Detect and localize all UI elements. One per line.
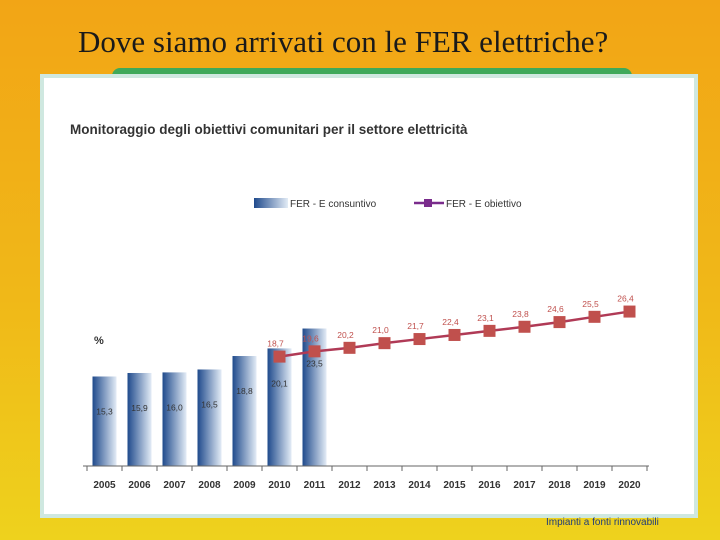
bar-label-2009: 18,8	[236, 386, 253, 396]
x-tick-label-2020: 2020	[618, 480, 641, 491]
target-marker-2014	[413, 333, 426, 346]
bar-label-2010: 20,1	[271, 378, 288, 388]
bar-2006	[127, 372, 152, 466]
target-marker-2020	[623, 305, 636, 318]
x-tick-label-2010: 2010	[268, 480, 291, 491]
target-marker-2011	[308, 345, 321, 358]
x-tick-label-2013: 2013	[373, 480, 396, 491]
footer-caption: Impianti a fonti rinnovabili	[546, 517, 659, 528]
bar-2007	[162, 372, 187, 466]
target-label-2010: 18,7	[267, 339, 284, 349]
chart-figure: Monitoraggio degli obiettivi comunitari …	[40, 74, 698, 518]
x-axis: 2005 2006 2007 2008 2009 2010 2011 2012 2013 2014…	[83, 465, 649, 491]
target-label-2013: 21,0	[372, 325, 389, 335]
x-tick-label-2005: 2005	[93, 480, 116, 491]
target-marker-2012	[343, 341, 356, 354]
bar-label-2011: 23,5	[306, 359, 323, 369]
x-tick-label-2019: 2019	[583, 480, 606, 491]
target-marker-2016	[483, 324, 496, 337]
legend-marker-swatch	[424, 199, 432, 207]
bar-label-2008: 16,5	[201, 399, 218, 409]
legend-label-consuntivo: FER - E consuntivo	[290, 199, 377, 210]
target-label-2012: 20,2	[337, 330, 354, 340]
x-tick-label-2016: 2016	[478, 480, 501, 491]
target-label-2015: 22,4	[442, 317, 459, 327]
target-label-2017: 23,8	[512, 309, 529, 319]
x-tick-label-2014: 2014	[408, 480, 431, 491]
bar-2010	[267, 348, 292, 466]
target-label-2016: 23,1	[477, 313, 494, 323]
bar-label-2007: 16,0	[166, 402, 183, 412]
x-tick-label-2006: 2006	[128, 480, 151, 491]
bars-layer: 15,3 15,9 16,0 16,5 18,8 20,1 23,5	[92, 328, 327, 466]
chart-panel: Monitoraggio degli obiettivi comunitari …	[44, 78, 694, 514]
legend-label-obiettivo: FER - E obiettivo	[446, 199, 522, 210]
target-line-layer: 18,7 19,6 20,2 21,0 21,7 22,4 23,1 23,8 24,6 25,5…	[267, 294, 636, 363]
target-marker-2017	[518, 320, 531, 333]
target-marker-2019	[588, 310, 601, 323]
slide-title: Dove siamo arrivati con le FER elettrich…	[78, 24, 609, 59]
x-tick-label-2012: 2012	[338, 480, 361, 491]
bar-label-2005: 15,3	[96, 406, 113, 416]
target-label-2019: 25,5	[582, 299, 599, 309]
x-tick-label-2017: 2017	[513, 480, 536, 491]
x-tick-label-2011: 2011	[304, 480, 326, 491]
x-tick-label-2008: 2008	[198, 480, 221, 491]
target-marker-2015	[448, 328, 461, 341]
target-label-2020: 26,4	[617, 294, 634, 304]
target-label-2011: 19,6	[302, 333, 319, 343]
target-marker-2013	[378, 337, 391, 350]
target-label-2014: 21,7	[407, 321, 424, 331]
target-label-2018: 24,6	[547, 304, 564, 314]
target-marker-2010	[273, 350, 286, 363]
legend: FER - E consuntivo FER - E obiettivo	[254, 198, 522, 210]
y-unit-label: %	[94, 335, 104, 347]
chart-title: Monitoraggio degli obiettivi comunitari …	[70, 122, 468, 137]
bar-2005	[92, 376, 117, 466]
x-tick-label-2007: 2007	[163, 480, 186, 491]
chart-svg: Monitoraggio degli obiettivi comunitari …	[70, 122, 649, 491]
bar-2009	[232, 356, 257, 466]
x-tick-label-2015: 2015	[443, 480, 466, 491]
x-tick-label-2009: 2009	[233, 480, 256, 491]
x-tick-label-2018: 2018	[548, 480, 571, 491]
bar-label-2006: 15,9	[131, 403, 148, 413]
target-marker-2018	[553, 316, 566, 329]
bar-2008	[197, 369, 222, 466]
legend-bar-swatch	[254, 198, 288, 208]
